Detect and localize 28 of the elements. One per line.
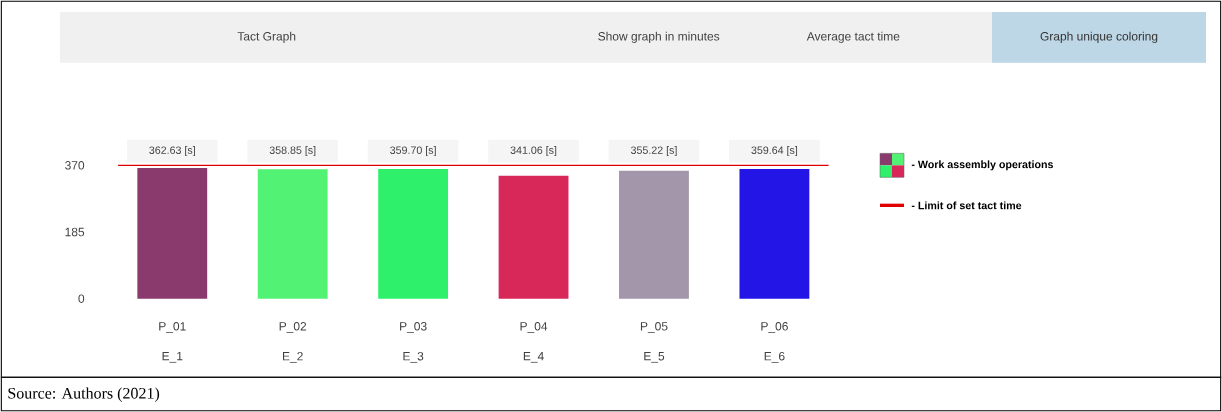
x-tick-label: P_06: [761, 322, 788, 333]
text: 362.63 [s]: [149, 146, 195, 157]
legend-label: - Limit of set tact time: [911, 201, 1022, 210]
text: E_6: [764, 351, 785, 363]
text: 355.22 [s]: [630, 146, 677, 157]
chart-title: Tact Graph: [237, 31, 296, 43]
y-tick-label: 370: [65, 161, 85, 170]
legend-label: - Work assembly operations: [911, 160, 1054, 171]
text: Average tact time: [806, 31, 900, 43]
text: Graph unique coloring: [1040, 31, 1158, 43]
y-tick-label: 185: [65, 227, 85, 237]
text: E_2: [283, 351, 303, 363]
x-tick-label: P_02: [279, 322, 307, 333]
text: Show graph in minutes: [598, 31, 720, 43]
text: E_5: [644, 352, 665, 363]
text: 341.06 [s]: [510, 146, 557, 157]
text: E_4: [523, 352, 544, 363]
text: 359.70 [s]: [390, 146, 436, 157]
source-note: Source: Authors (2021): [8, 387, 160, 402]
text: 358.85 [s]: [269, 146, 316, 157]
text: E_3: [403, 351, 424, 363]
x-tick-label: P_05: [640, 322, 668, 333]
text: 359.64 [s]: [751, 146, 798, 157]
x-tick-label: P_01: [159, 322, 186, 333]
text: E_1: [162, 352, 183, 363]
x-tick-label: P_04: [520, 322, 548, 333]
y-tick-label: 0: [78, 294, 85, 303]
x-tick-label: P_03: [400, 322, 427, 333]
